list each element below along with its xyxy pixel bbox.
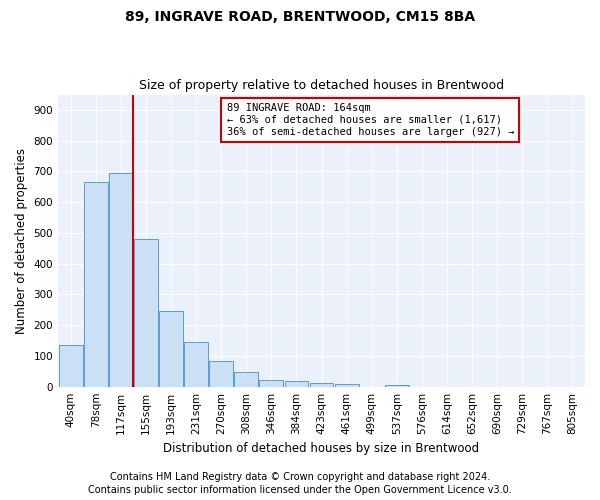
- Bar: [84, 182, 107, 386]
- Bar: [235, 372, 258, 386]
- Bar: [184, 342, 208, 386]
- Bar: [109, 173, 133, 386]
- Text: 89 INGRAVE ROAD: 164sqm
← 63% of detached houses are smaller (1,617)
36% of semi: 89 INGRAVE ROAD: 164sqm ← 63% of detache…: [227, 104, 514, 136]
- Text: Contains HM Land Registry data © Crown copyright and database right 2024.
Contai: Contains HM Land Registry data © Crown c…: [88, 472, 512, 495]
- X-axis label: Distribution of detached houses by size in Brentwood: Distribution of detached houses by size …: [163, 442, 479, 455]
- Bar: [284, 381, 308, 386]
- Text: 89, INGRAVE ROAD, BRENTWOOD, CM15 8BA: 89, INGRAVE ROAD, BRENTWOOD, CM15 8BA: [125, 10, 475, 24]
- Bar: [385, 384, 409, 386]
- Title: Size of property relative to detached houses in Brentwood: Size of property relative to detached ho…: [139, 79, 504, 92]
- Bar: [259, 380, 283, 386]
- Bar: [159, 312, 183, 386]
- Bar: [335, 384, 359, 386]
- Bar: [209, 361, 233, 386]
- Y-axis label: Number of detached properties: Number of detached properties: [15, 148, 28, 334]
- Bar: [134, 239, 158, 386]
- Bar: [310, 383, 334, 386]
- Bar: [59, 345, 83, 387]
